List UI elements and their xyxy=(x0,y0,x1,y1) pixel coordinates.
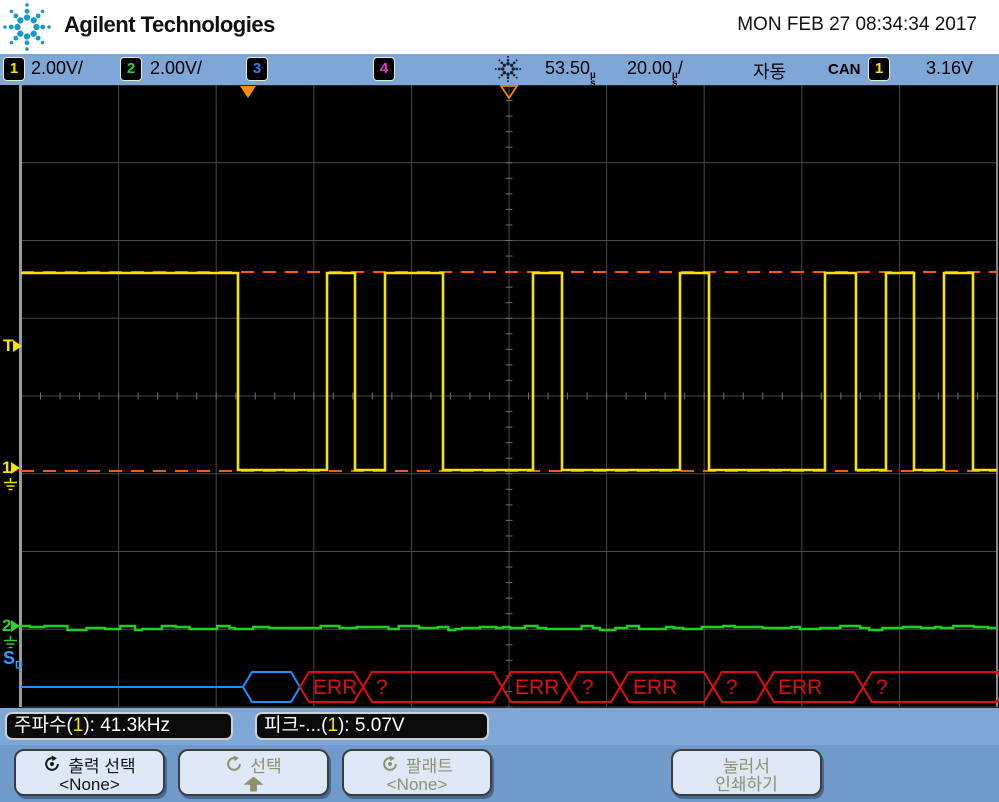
svg-text:?: ? xyxy=(376,676,388,699)
knob-icon xyxy=(383,755,397,771)
softkey-strip: 출력 선택 <None> 선택 팔래트 <None> 눌러서 인쇄하기 xyxy=(0,745,999,802)
channel-1-scale: 2.00V/ xyxy=(31,58,84,78)
trigger-source-label: CAN xyxy=(828,61,861,78)
softkey-select[interactable]: 선택 xyxy=(178,749,329,796)
ground-icon xyxy=(4,478,17,491)
trigger-level-readout: 3.16V xyxy=(926,58,974,78)
ground-icon xyxy=(4,636,17,649)
trigger-arrow-icon xyxy=(13,340,23,352)
channel-2-badge[interactable]: 2 xyxy=(120,57,142,81)
brand-title: Agilent Technologies xyxy=(64,12,275,37)
channel-2-ground-marker[interactable]: 2 xyxy=(2,616,21,649)
channel-1-badge[interactable]: 1 xyxy=(3,57,25,81)
svg-text:?: ? xyxy=(726,676,738,699)
acquisition-star-icon xyxy=(494,56,522,83)
header: Agilent Technologies MON FEB 27 08:34:34… xyxy=(0,0,999,54)
trigger-level-marker[interactable]: T xyxy=(3,336,23,356)
channel-2-scale: 2.00V/ xyxy=(150,58,203,78)
softkey-palette[interactable]: 팔래트 <None> xyxy=(342,749,492,796)
ch2-arrow-icon xyxy=(11,620,21,632)
channel-3-badge[interactable]: 3 xyxy=(246,57,268,81)
svg-text:?: ? xyxy=(876,676,888,699)
datetime-display: MON FEB 27 08:34:34 2017 xyxy=(737,14,977,35)
knob-simple-icon xyxy=(227,755,242,771)
svg-text:ERR: ERR xyxy=(633,676,677,699)
trigger-mode: 자동 xyxy=(753,62,787,82)
softkey-output-select[interactable]: 출력 선택 <None> xyxy=(14,749,165,796)
measurement-frequency: 주파수(1): 41.3kHz xyxy=(5,712,233,740)
channel-1-ground-marker[interactable]: 1 xyxy=(2,458,21,491)
ch1-arrow-icon xyxy=(11,462,21,474)
agilent-logo-icon xyxy=(3,3,51,51)
svg-text:ERR: ERR xyxy=(515,676,559,699)
knob-icon xyxy=(45,755,60,771)
serial-decode-marker[interactable]: SD xyxy=(3,648,23,672)
svg-text:ERR: ERR xyxy=(778,676,822,699)
channel-4-badge[interactable]: 4 xyxy=(373,57,395,81)
delay-readout: 53.50 µ s xyxy=(545,58,596,89)
timebase-readout: 20.00 µ s / xyxy=(627,58,683,89)
waveform-display: ERR? ERR? ERR? ERR? xyxy=(19,85,999,708)
svg-text:?: ? xyxy=(582,676,594,699)
softkey-press-to-print[interactable]: 눌러서 인쇄하기 xyxy=(671,749,822,796)
up-arrow-icon xyxy=(243,776,264,792)
measurement-peak-to-peak: 피크-...(1): 5.07V xyxy=(255,712,489,740)
measurement-strip: 주파수(1): 41.3kHz 피크-...(1): 5.07V xyxy=(0,708,999,745)
svg-text:ERR: ERR xyxy=(313,676,357,699)
status-bar: 1 2.00V/ 2 2.00V/ 3 4 53.50 µ s 20.00 µ s / 자… xyxy=(0,54,999,89)
trigger-source-badge: 1 xyxy=(868,57,890,81)
